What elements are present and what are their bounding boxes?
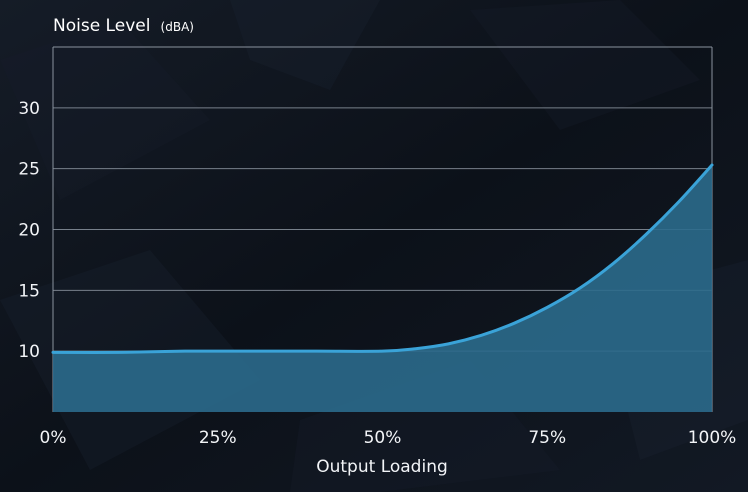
x-axis-ticks: 0% 25% 50% 75% 100% xyxy=(40,428,737,448)
y-tick-label: 15 xyxy=(18,281,40,301)
area-layer xyxy=(51,163,714,412)
series-area xyxy=(53,165,712,412)
chart-title: Noise Level (dBA) xyxy=(53,16,194,36)
x-tick-label: 50% xyxy=(364,428,402,448)
y-tick-label: 10 xyxy=(18,342,40,362)
x-tick-label: 100% xyxy=(688,428,737,448)
y-tick-label: 30 xyxy=(18,99,40,119)
x-tick-label: 25% xyxy=(199,428,237,448)
background-shape xyxy=(230,0,380,90)
y-axis-ticks: 10 15 20 25 30 xyxy=(18,99,40,362)
y-tick-label: 25 xyxy=(18,160,40,180)
x-tick-label: 0% xyxy=(40,428,67,448)
x-tick-label: 75% xyxy=(528,428,566,448)
background-shape xyxy=(470,0,700,130)
x-axis-title: Output Loading xyxy=(316,457,448,477)
series-line xyxy=(51,163,714,354)
y-tick-label: 20 xyxy=(18,221,40,241)
chart-title-main: Noise Level xyxy=(53,16,150,36)
chart-title-unit: (dBA) xyxy=(161,20,194,34)
